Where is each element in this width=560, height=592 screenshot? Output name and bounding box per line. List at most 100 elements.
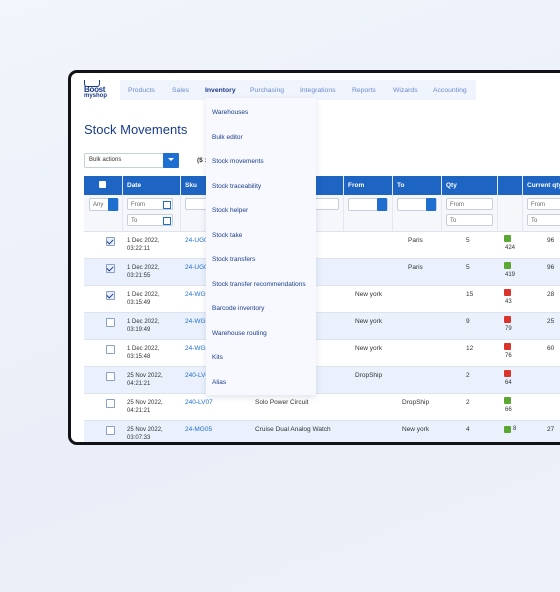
row-current: 27 xyxy=(547,426,555,433)
table-row xyxy=(84,286,560,313)
cal-icon xyxy=(163,201,171,209)
nav-item[interactable]: Inventory xyxy=(205,87,236,94)
row-checkbox[interactable] xyxy=(106,345,115,354)
dropdown-item[interactable]: Stock transfers xyxy=(212,256,256,263)
table-row xyxy=(84,421,560,442)
header-check xyxy=(99,181,106,188)
row-to: Paris xyxy=(408,264,423,271)
from-btn[interactable] xyxy=(377,198,387,211)
row-checkbox[interactable] xyxy=(106,264,115,273)
device-frame: Boost myshop Products Sales Inventory Purchas… xyxy=(68,70,560,445)
row-qty: 2 xyxy=(466,399,470,406)
row-current: 25 xyxy=(547,318,555,325)
dropdown-item[interactable]: Barcode inventory xyxy=(212,305,265,312)
table-row xyxy=(84,259,560,286)
nav-item[interactable]: Accounting xyxy=(433,87,467,94)
row-qty: 4 xyxy=(466,426,470,433)
row-checkbox[interactable] xyxy=(106,372,115,381)
qty-to[interactable]: To xyxy=(446,214,493,226)
dropdown-item[interactable]: Warehouse routing xyxy=(212,329,267,337)
logo-bottom: myshop xyxy=(84,93,108,99)
dropdown-item[interactable]: Warehouses xyxy=(212,109,249,116)
row-current: 28 xyxy=(547,291,555,298)
row-sku[interactable]: 24-UG0 xyxy=(185,237,208,244)
cur-to[interactable]: To xyxy=(527,214,560,226)
nav-item[interactable]: Sales xyxy=(172,87,190,94)
row-date: 1 Dec 2022, 03:15:49 xyxy=(127,292,160,306)
row-sku[interactable]: 24-WG0 xyxy=(185,345,210,352)
dropdown-item[interactable]: Stock helper xyxy=(212,207,249,214)
dropdown-item[interactable]: Stock traceability xyxy=(212,182,262,190)
row-current: 60 xyxy=(547,345,555,352)
dir-icon xyxy=(504,343,511,350)
nav-item[interactable]: Purchasing xyxy=(250,87,285,94)
to-btn[interactable] xyxy=(426,198,436,211)
nav-item[interactable]: Reports xyxy=(352,87,376,94)
row-from: New york xyxy=(355,318,383,325)
qty-from[interactable]: From xyxy=(446,198,493,210)
nav-item[interactable]: Wizards xyxy=(393,87,418,94)
row-qty: 5 xyxy=(466,237,470,244)
row-sku[interactable]: 24-WG0 xyxy=(185,291,210,298)
row-to: New york xyxy=(402,426,430,433)
row-change: 76 xyxy=(505,353,512,359)
bulk-arrow xyxy=(168,158,174,161)
dropdown-item[interactable]: Kits xyxy=(212,354,223,361)
row-name: Solo Power Circuit xyxy=(255,399,309,406)
dropdown-item[interactable]: Stock transfer recommendations xyxy=(212,280,306,288)
row-date: 1 Dec 2022, 03:22:11 xyxy=(127,238,160,252)
header-cell: Qty xyxy=(446,182,457,189)
row-sku[interactable]: 24-WG0 xyxy=(185,318,210,325)
bulk-label: Bulk actions xyxy=(89,157,122,163)
row-checkbox[interactable] xyxy=(106,237,115,246)
row-sku[interactable]: 240-LV07 xyxy=(185,399,213,406)
row-sku[interactable]: 24-UG0 xyxy=(185,264,208,271)
row-current: 96 xyxy=(547,264,555,271)
row-checkbox[interactable] xyxy=(106,399,115,408)
cur-from[interactable]: From xyxy=(527,198,560,210)
row-qty: 2 xyxy=(466,372,470,379)
dropdown-item[interactable]: Stock take xyxy=(212,231,243,239)
date-from[interactable]: From xyxy=(127,198,173,210)
header-cell: Sku xyxy=(185,182,197,189)
row-checkbox[interactable] xyxy=(106,426,115,435)
dir-icon xyxy=(504,370,511,377)
row-qty: 15 xyxy=(466,291,474,298)
row-qty: 9 xyxy=(466,318,470,325)
row-checkbox[interactable] xyxy=(106,291,115,300)
page-title: Stock Movements xyxy=(84,122,188,137)
nav-bar xyxy=(120,80,476,100)
nav-item[interactable]: Products xyxy=(128,87,155,94)
row-sku[interactable]: 240-LV0 xyxy=(185,372,210,379)
cal-icon xyxy=(163,217,171,225)
header-cell: To xyxy=(397,182,405,189)
row-date: 25 Nov 2022, 04:21:21 xyxy=(127,400,163,414)
table-row xyxy=(84,340,560,367)
date-to[interactable]: To xyxy=(127,214,173,226)
table-row xyxy=(84,313,560,340)
row-from: New york xyxy=(355,291,383,298)
row-qty: 5 xyxy=(466,264,470,271)
bulk-note: ($ : xyxy=(197,157,207,164)
dir-icon xyxy=(504,289,511,296)
row-date: 25 Nov 2022, 03:07:33 xyxy=(127,427,163,441)
dropdown-item[interactable]: Stock movements xyxy=(212,158,264,165)
header-cell: Current qty xyxy=(527,182,560,189)
row-change: 64 xyxy=(505,380,512,386)
row-current: 96 xyxy=(547,237,555,244)
dropdown xyxy=(206,98,316,395)
any-btn[interactable] xyxy=(108,198,118,211)
table-row xyxy=(84,367,560,394)
row-change: 43 xyxy=(505,299,512,305)
dropdown-item[interactable]: Bulk editor xyxy=(212,133,243,141)
row-change: 79 xyxy=(505,326,512,332)
row-checkbox[interactable] xyxy=(106,318,115,327)
row-change: 424 xyxy=(505,245,516,251)
table-header xyxy=(84,176,560,195)
dropdown-item[interactable]: Alias xyxy=(212,378,227,386)
row-sku[interactable]: 24-MG05 xyxy=(185,426,213,433)
nav-item[interactable]: Integrations xyxy=(300,87,336,94)
row-date: 25 Nov 2022, 04:21:21 xyxy=(127,373,163,387)
row-from: DropShip xyxy=(355,372,383,379)
